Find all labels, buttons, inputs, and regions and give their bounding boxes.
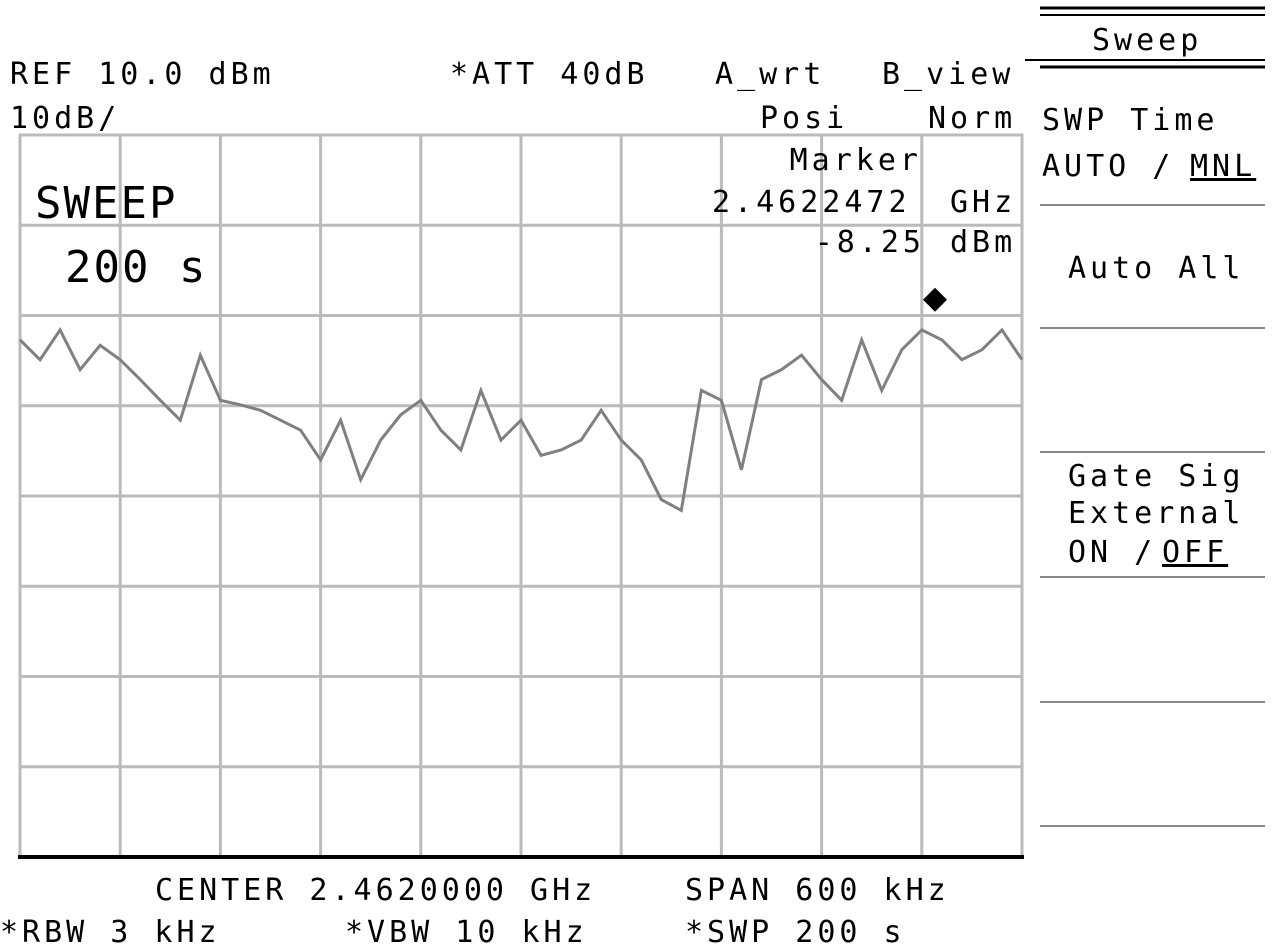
trace-a-mode: A_wrt — [715, 57, 825, 92]
overlay-title: SWEEP — [35, 178, 177, 229]
detector: Posi — [760, 101, 848, 136]
rbw: *RBW 3 kHz — [0, 915, 221, 948]
attenuation: *ATT 40dB — [450, 57, 649, 92]
overlay-value: 200 s — [65, 242, 207, 293]
marker-level: -8.25 — [815, 225, 925, 260]
softkey-selected[interactable]: OFF — [1162, 535, 1228, 570]
softkey-label[interactable]: SWP Time — [1042, 103, 1219, 138]
softkey-option[interactable]: AUTO / — [1042, 149, 1174, 184]
trace — [18, 326, 1024, 513]
marker-freq: 2.4622472 — [712, 185, 911, 220]
marker-label: Marker — [790, 143, 922, 178]
softkey-label[interactable]: Auto All — [1068, 251, 1245, 286]
ref-level: REF 10.0 dBm — [10, 57, 275, 92]
scale: 10dB/ — [10, 101, 120, 136]
marker-level-unit: dBm — [950, 225, 1016, 260]
sweep-time: *SWP 200 s — [685, 915, 906, 948]
softkey-selected[interactable]: MNL — [1190, 149, 1256, 184]
vbw: *VBW 10 kHz — [345, 915, 588, 948]
marker-freq-unit: GHz — [950, 185, 1016, 220]
softkey-option[interactable]: ON / — [1068, 535, 1156, 570]
softkey-label[interactable]: External — [1068, 496, 1245, 531]
marker-diamond — [923, 287, 947, 312]
softkey-label[interactable]: Gate Sig — [1068, 459, 1245, 494]
softkey-title: Sweep — [1092, 23, 1202, 58]
b-detector: Norm — [928, 101, 1016, 136]
trace-b-mode: B_view — [882, 57, 1014, 92]
center-freq: CENTER 2.4620000 GHz — [155, 873, 596, 908]
span: SPAN 600 kHz — [685, 873, 950, 908]
softkey-panel: Sweep SWP Time AUTO / MNL Auto All Gate … — [1025, 6, 1265, 827]
